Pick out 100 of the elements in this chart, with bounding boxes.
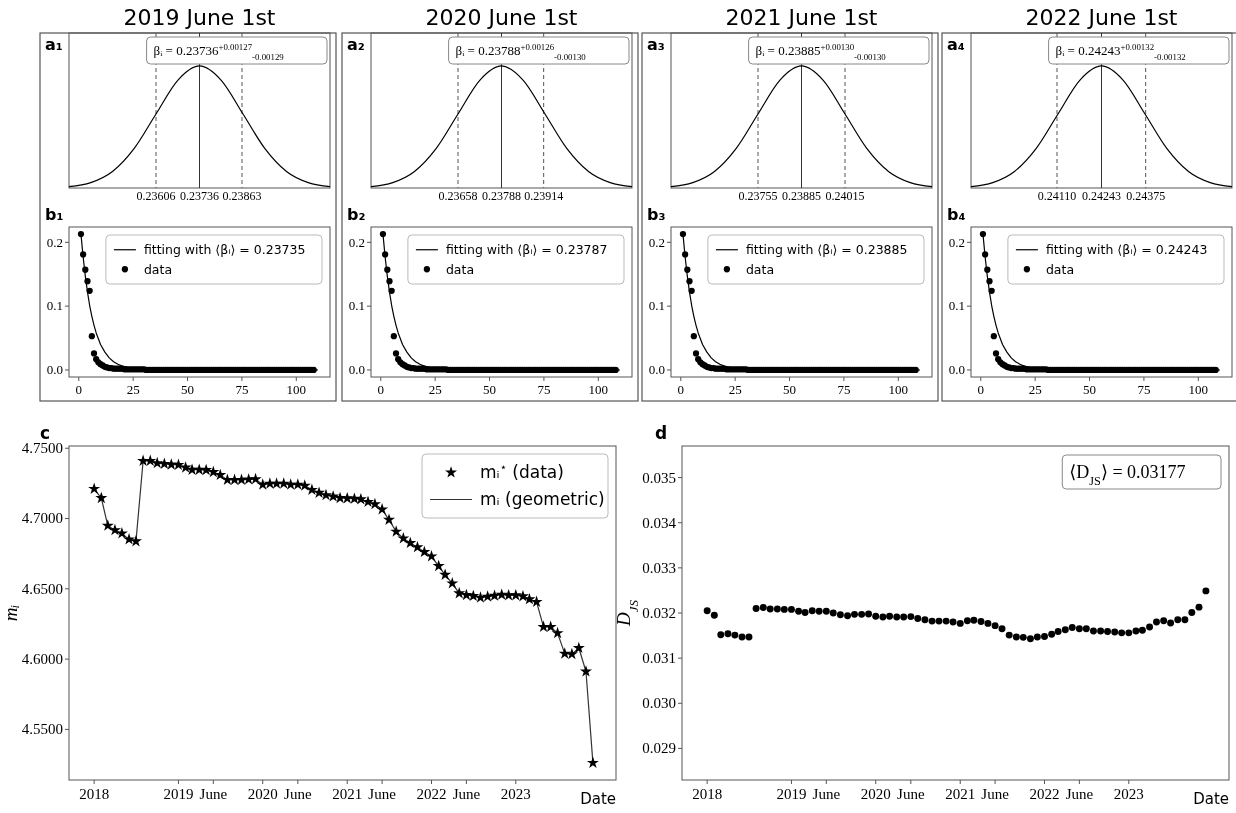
x-tick-label: 50	[1083, 382, 1097, 397]
legend-label: fitting with ⟨βᵢ⟩ = 0.24243	[1045, 242, 1208, 258]
text: a₁	[45, 35, 63, 54]
y-tick-label: 0.2	[46, 234, 63, 250]
x-tick-label: 0	[377, 382, 385, 397]
y-tick-label: 4.6500	[21, 580, 63, 597]
x-tick-label: 2022	[416, 786, 447, 802]
x-tick-label: 0.23914	[524, 189, 564, 203]
y-axis-title: mᵢ	[0, 604, 21, 622]
x-tick-label: 75	[1137, 382, 1151, 397]
text: c	[40, 423, 51, 443]
x-tick-label: 2018	[79, 786, 110, 802]
x-tick-label: 2023	[500, 786, 531, 802]
y-tick-label: 0.0	[648, 362, 665, 378]
x-tick-label: June	[981, 786, 1010, 802]
y-tick-label: 0.2	[348, 234, 365, 250]
x-tick-label: 100	[1188, 382, 1209, 397]
x-tick-label: June	[452, 786, 481, 802]
legend-label: data	[445, 261, 475, 277]
text: a₂	[347, 35, 365, 54]
x-tick-label: 2019	[776, 786, 807, 802]
y-tick-label: 0.1	[948, 298, 965, 314]
x-tick-label: 0.24015	[825, 189, 865, 203]
y-tick-label: 0.1	[46, 298, 63, 314]
legend-label: fitting with ⟨βᵢ⟩ = 0.23787	[445, 242, 608, 258]
y-tick-label: 0.029	[642, 740, 676, 757]
y-tick-label: 0.1	[348, 298, 365, 314]
x-tick-label: June	[1065, 786, 1094, 802]
chart-title: 2022 June 1st	[1025, 5, 1178, 30]
x-tick-label: 0.23736	[180, 189, 219, 203]
legend-label: data	[1045, 261, 1075, 277]
y-tick-label: 4.6000	[21, 651, 63, 668]
x-tick-label: 0.23755	[738, 189, 778, 203]
legend-label: data	[143, 261, 173, 277]
legend-label: fitting with ⟨βᵢ⟩ = 0.23735	[143, 242, 306, 258]
x-tick-label: June	[199, 786, 228, 802]
y-tick-label: 0.1	[648, 298, 665, 314]
y-tick-label: 0.0	[348, 362, 365, 378]
x-tick-label: 100	[888, 382, 909, 397]
x-axis-title: Date	[580, 790, 616, 808]
x-tick-label: 2022	[1029, 786, 1060, 802]
x-tick-label: 0.24243	[1082, 189, 1121, 203]
y-tick-label: 0.0	[46, 362, 63, 378]
x-tick-label: 2018	[692, 786, 723, 802]
text: b₃	[647, 205, 666, 224]
x-tick-label: 2020	[247, 786, 278, 802]
x-tick-label: June	[812, 786, 841, 802]
x-tick-label: 25	[428, 382, 442, 397]
y-tick-label: 4.5500	[21, 721, 63, 738]
x-tick-label: 2021	[945, 786, 976, 802]
x-tick-label: 0.23606	[136, 189, 176, 203]
legend-label: mᵢ (geometric)	[480, 489, 605, 510]
text: a₄	[947, 35, 965, 54]
x-tick-label: 50	[483, 382, 497, 397]
chart-title: 2019 June 1st	[123, 5, 276, 30]
x-tick-label: 2019	[163, 786, 194, 802]
x-tick-label: 0.23863	[222, 189, 262, 203]
y-tick-label: 0.035	[642, 469, 676, 486]
legend-label: data	[745, 261, 775, 277]
chart-title: 2021 June 1st	[725, 5, 878, 30]
x-tick-label: 0.23885	[782, 189, 821, 203]
x-tick-label: 2020	[860, 786, 891, 802]
x-tick-label: 75	[235, 382, 249, 397]
x-axis-title: Date	[1193, 790, 1229, 808]
text: b₂	[347, 205, 366, 224]
x-tick-label: 0.24375	[1126, 189, 1166, 203]
y-tick-label: 0.2	[948, 234, 965, 250]
x-tick-label: 0.23788	[482, 189, 521, 203]
x-tick-label: 25	[126, 382, 140, 397]
legend-label: mᵢ$^{⋆}$ (data)	[480, 460, 564, 483]
x-tick-label: June	[284, 786, 312, 802]
y-tick-label: 0.031	[642, 650, 676, 667]
text: b₁	[45, 205, 64, 224]
x-tick-label: 0	[677, 382, 685, 397]
x-tick-label: 0	[977, 382, 985, 397]
text: a₃	[647, 35, 665, 54]
x-tick-label: 25	[1028, 382, 1042, 397]
y-tick-label: 0.032	[642, 604, 676, 621]
text: d	[655, 423, 668, 443]
x-tick-label: June	[897, 786, 925, 802]
y-tick-label: 4.7000	[21, 510, 63, 527]
x-tick-label: 0.23658	[438, 189, 478, 203]
x-tick-label: 0	[75, 382, 83, 397]
y-tick-label: 0.034	[642, 514, 677, 531]
x-tick-label: 2023	[1113, 786, 1144, 802]
x-tick-label: 100	[286, 382, 307, 397]
x-tick-label: 75	[537, 382, 551, 397]
chart-title: 2020 June 1st	[425, 5, 578, 30]
x-tick-label: 2021	[332, 786, 363, 802]
x-tick-label: 75	[837, 382, 851, 397]
y-tick-label: 0.030	[642, 695, 676, 712]
x-tick-label: 0.24110	[1037, 189, 1077, 203]
y-tick-label: 0.0	[948, 362, 965, 378]
x-tick-label: 50	[181, 382, 195, 397]
y-tick-label: 0.033	[642, 559, 676, 576]
annotation: ⟨D$_{JS}$⟩ = 0.03177	[1069, 462, 1186, 489]
legend-label: fitting with ⟨βᵢ⟩ = 0.23885	[745, 242, 908, 258]
x-tick-label: 50	[783, 382, 797, 397]
x-tick-label: June	[368, 786, 397, 802]
y-tick-label: 4.7500	[21, 440, 63, 457]
